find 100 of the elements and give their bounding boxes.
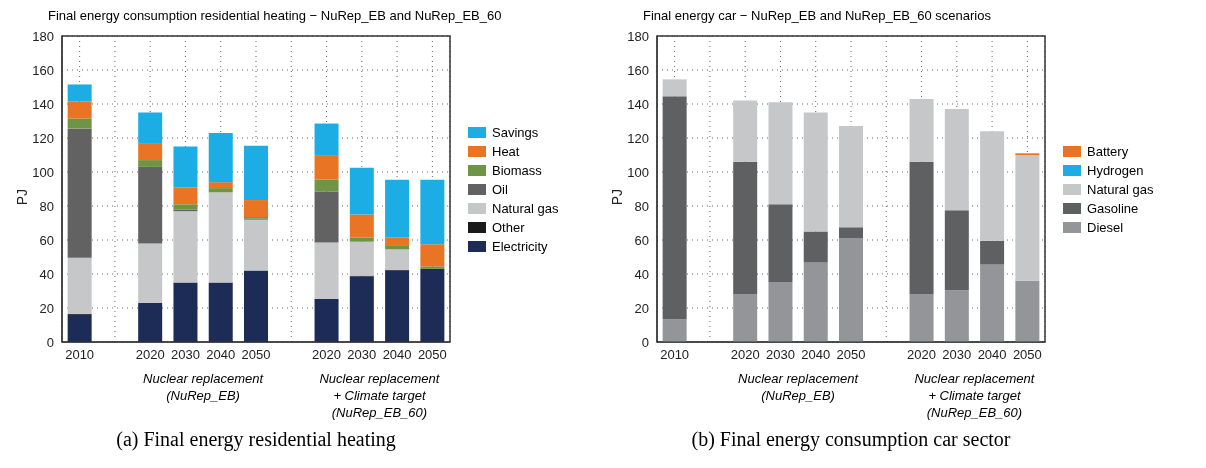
legend-label: Natural gas xyxy=(492,200,559,216)
x-tick-label: 2010 xyxy=(660,347,690,363)
bar xyxy=(420,266,445,269)
bar xyxy=(839,227,864,239)
x-tick-label: 2040 xyxy=(977,347,1007,363)
x-tick-label: 2050 xyxy=(417,347,447,363)
y-tick-label: 40 xyxy=(39,266,54,282)
bar xyxy=(67,118,92,129)
bar xyxy=(980,264,1005,342)
bar xyxy=(909,161,934,295)
legend-label: Heat xyxy=(492,143,520,159)
y-tick-label: 0 xyxy=(46,334,54,350)
bar xyxy=(349,167,374,215)
legend-label: Diesel xyxy=(1087,219,1124,235)
legend-label: Electricity xyxy=(492,238,548,254)
x-tick-label: 2020 xyxy=(135,347,165,363)
bar xyxy=(173,204,198,210)
y-tick-label: 180 xyxy=(32,28,54,44)
y-tick-label: 140 xyxy=(32,96,54,112)
x-tick-label: 2040 xyxy=(801,347,831,363)
text: Nuclear replacement (NuRep_EB) xyxy=(737,370,860,404)
legend-label: Battery xyxy=(1087,143,1129,159)
text: Nuclear replacement + Climate target (NuRep_EB_60) xyxy=(913,370,1036,421)
y-tick-label: 180 xyxy=(627,28,649,44)
bar xyxy=(662,319,687,342)
bar xyxy=(208,282,233,342)
bar xyxy=(208,132,233,183)
bar xyxy=(314,123,339,156)
bar xyxy=(314,179,339,192)
x-tick-label: 2030 xyxy=(170,347,200,363)
bar xyxy=(244,219,269,271)
bar xyxy=(803,112,828,232)
bar xyxy=(173,282,198,342)
bar xyxy=(244,270,269,342)
bar xyxy=(385,179,410,238)
bar xyxy=(314,155,339,180)
bar xyxy=(662,79,687,97)
bar xyxy=(1015,280,1040,342)
x-tick-label: 2030 xyxy=(765,347,795,363)
x-tick-label: 2050 xyxy=(1012,347,1042,363)
legend-label: Savings xyxy=(492,124,539,140)
bar xyxy=(839,238,864,342)
y-tick-label: 80 xyxy=(634,198,649,214)
legend-label: Oil xyxy=(492,181,508,197)
text: (b) Final energy consumption car sector xyxy=(690,428,1012,451)
bar xyxy=(944,109,969,211)
y-tick-label: 160 xyxy=(32,62,54,78)
y-tick-label: 120 xyxy=(627,130,649,146)
bar xyxy=(420,244,445,267)
bar xyxy=(349,237,374,242)
y-tick-label: 60 xyxy=(39,232,54,248)
bar xyxy=(67,257,92,314)
bar xyxy=(138,243,163,303)
x-tick-label: 2030 xyxy=(347,347,377,363)
x-tick-label: 2020 xyxy=(312,347,342,363)
bar xyxy=(314,242,339,299)
bar xyxy=(138,160,163,167)
legend-label: Biomass xyxy=(492,162,542,178)
bar xyxy=(208,192,233,283)
bar xyxy=(349,276,374,342)
bar xyxy=(67,314,92,342)
y-tick-label: 60 xyxy=(634,232,649,248)
bar xyxy=(244,145,269,201)
bar xyxy=(733,100,758,162)
y-tick-label: 0 xyxy=(641,334,649,350)
bar xyxy=(420,268,445,342)
y-tick-label: 140 xyxy=(627,96,649,112)
y-axis-title: PJ xyxy=(608,189,625,206)
bar xyxy=(733,294,758,342)
bar xyxy=(138,302,163,342)
x-tick-label: 2050 xyxy=(836,347,866,363)
bar xyxy=(385,237,410,246)
bar xyxy=(314,191,339,243)
bar xyxy=(385,249,410,270)
bar xyxy=(173,187,198,205)
bar xyxy=(385,270,410,342)
bar xyxy=(980,240,1005,265)
bar xyxy=(768,282,793,342)
y-tick-label: 160 xyxy=(627,62,649,78)
y-tick-label: 20 xyxy=(634,300,649,316)
y-tick-label: 80 xyxy=(39,198,54,214)
legend-label: Gasoline xyxy=(1087,200,1139,216)
chart-title: Final energy car − NuRep_EB and NuRep_EB_60 scenarios xyxy=(643,8,991,23)
x-tick-label: 2030 xyxy=(942,347,972,363)
bar xyxy=(173,146,198,188)
x-tick-label: 2020 xyxy=(907,347,937,363)
bar xyxy=(944,290,969,342)
bar xyxy=(138,112,163,144)
bar xyxy=(768,102,793,205)
bar xyxy=(1015,155,1040,281)
x-tick-label: 2040 xyxy=(382,347,412,363)
bar xyxy=(944,210,969,291)
x-tick-label: 2010 xyxy=(65,347,95,363)
legend-label: Other xyxy=(492,219,525,235)
bar xyxy=(138,143,163,161)
bar xyxy=(208,182,233,189)
bar xyxy=(803,262,828,342)
x-tick-label: 2020 xyxy=(730,347,760,363)
y-tick-label: 40 xyxy=(634,266,649,282)
y-tick-label: 100 xyxy=(627,164,649,180)
